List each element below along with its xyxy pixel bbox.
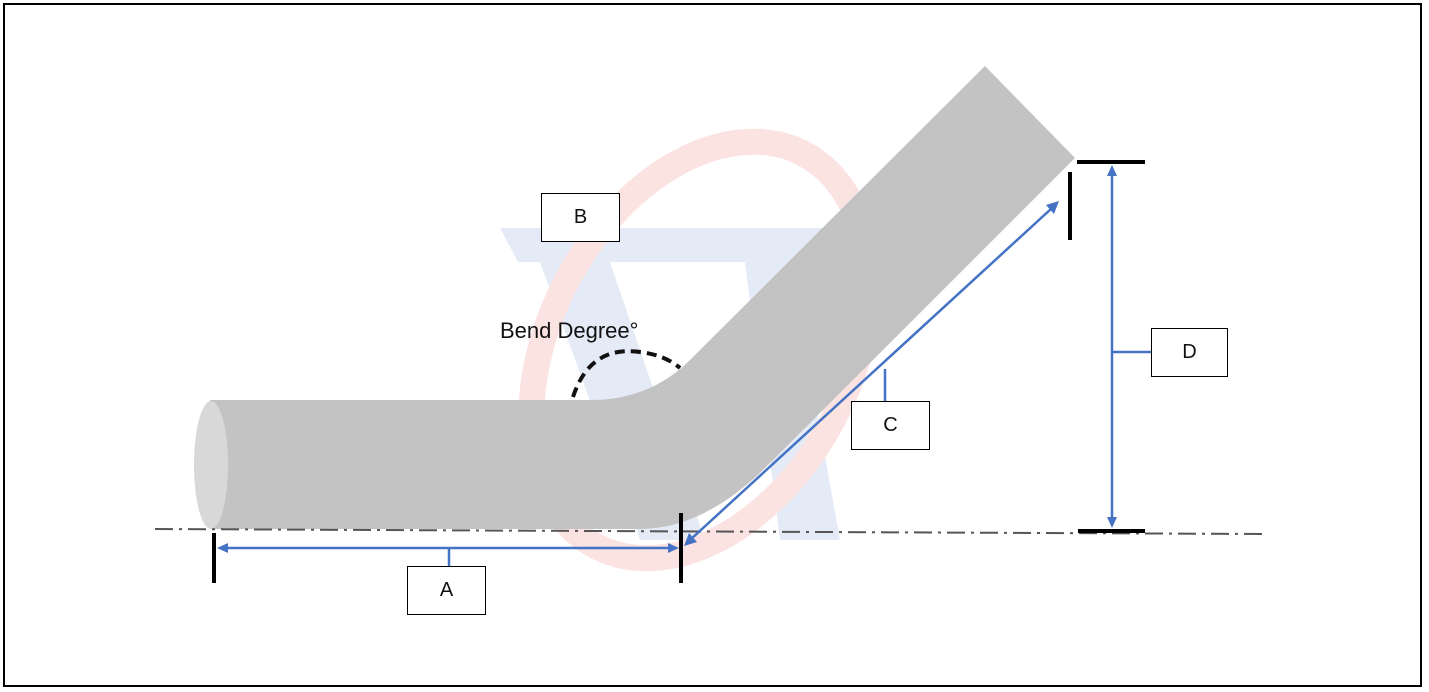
dimension-d-arrow-bottom: [1107, 517, 1117, 528]
center-line: [154, 528, 1263, 535]
dimension-d: [1077, 160, 1152, 533]
dimension-a-arrow-left: [217, 543, 228, 553]
label-a-box: A: [407, 566, 486, 615]
pipe-end-cap: [194, 401, 228, 529]
label-b-box: B: [541, 193, 620, 242]
dimension-a-arrow-right: [668, 543, 679, 553]
label-c-box: C: [851, 401, 930, 450]
pipe: [194, 66, 1075, 529]
watermark-red-ring: [518, 128, 882, 572]
dimension-a: [212, 513, 683, 583]
dimension-c: [684, 172, 1072, 546]
bend-degree-arc: [571, 349, 682, 398]
dimension-c-arrow-low: [684, 533, 697, 546]
dimension-d-arrow-top: [1107, 165, 1117, 176]
pipe-body: [210, 66, 1075, 529]
dimension-c-arrow-high: [1046, 201, 1059, 214]
label-d-box: D: [1151, 328, 1228, 377]
dimension-c-line: [689, 207, 1053, 541]
bend-degree-label: Bend Degree°: [500, 318, 639, 343]
